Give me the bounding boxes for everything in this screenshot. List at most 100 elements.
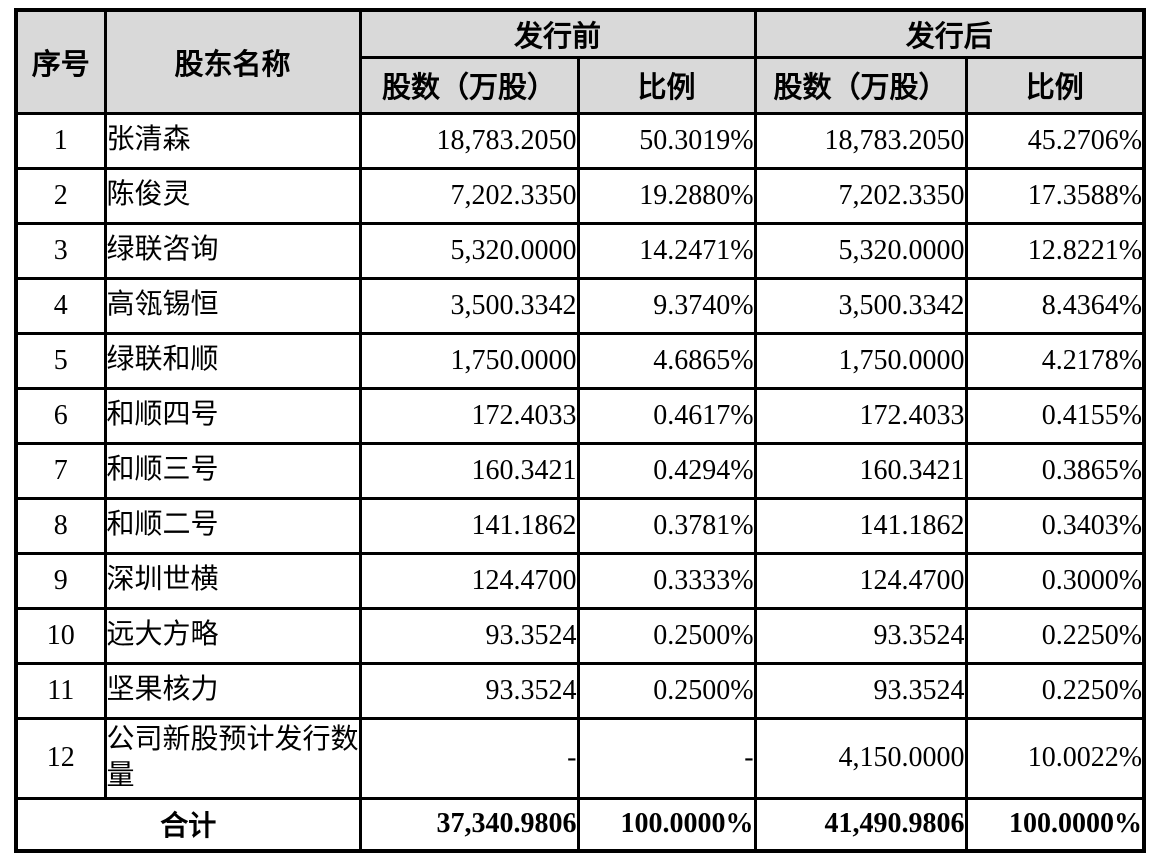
cell-post-shares: 5,320.0000 — [753, 221, 968, 280]
cell-post-shares: 3,500.3342 — [753, 276, 968, 335]
cell-pre-ratio: 14.2471% — [576, 221, 757, 280]
cell-no: 4 — [14, 276, 107, 335]
cell-no: 5 — [14, 331, 107, 390]
cell-post-shares: 18,783.2050 — [753, 111, 968, 170]
cell-pre-shares: 141.1862 — [358, 496, 580, 555]
table-total-row: 合计 37,340.9806 100.0000% 41,490.9806 100… — [14, 796, 1146, 853]
cell-pre-ratio: 0.4294% — [576, 441, 757, 500]
cell-post-shares: 7,202.3350 — [753, 166, 968, 225]
header-pre-shares: 股数（万股） — [358, 55, 580, 115]
cell-post-shares: 4,150.0000 — [753, 716, 968, 800]
cell-pre-shares: 5,320.0000 — [358, 221, 580, 280]
cell-no: 10 — [14, 606, 107, 665]
cell-post-ratio: 0.2250% — [964, 606, 1146, 665]
cell-no: 6 — [14, 386, 107, 445]
cell-pre-shares: 160.3421 — [358, 441, 580, 500]
cell-post-shares: 93.3524 — [753, 661, 968, 720]
cell-pre-shares: 1,750.0000 — [358, 331, 580, 390]
cell-post-ratio: 10.0022% — [964, 716, 1146, 800]
cell-pre-ratio: 0.3333% — [576, 551, 757, 610]
cell-post-ratio: 12.8221% — [964, 221, 1146, 280]
table-row: 12 公司新股预计发行数量 - - 4,150.0000 10.0022% — [14, 716, 1146, 800]
cell-pre-shares: 3,500.3342 — [358, 276, 580, 335]
table-row: 7 和顺三号 160.3421 0.4294% 160.3421 0.3865% — [14, 441, 1146, 500]
cell-post-shares: 160.3421 — [753, 441, 968, 500]
cell-post-ratio: 0.3403% — [964, 496, 1146, 555]
cell-no: 3 — [14, 221, 107, 280]
cell-post-ratio: 0.3000% — [964, 551, 1146, 610]
cell-pre-ratio: 9.3740% — [576, 276, 757, 335]
table-row: 2 陈俊灵 7,202.3350 19.2880% 7,202.3350 17.… — [14, 166, 1146, 225]
cell-shareholder-name: 绿联和顺 — [103, 331, 362, 390]
cell-post-ratio: 4.2178% — [964, 331, 1146, 390]
cell-no: 9 — [14, 551, 107, 610]
header-group-pre-issue: 发行前 — [358, 8, 757, 59]
table-body: 1 张清森 18,783.2050 50.3019% 18,783.2050 4… — [14, 111, 1146, 853]
cell-pre-ratio: 50.3019% — [576, 111, 757, 170]
cell-no: 12 — [14, 716, 107, 800]
table-row: 8 和顺二号 141.1862 0.3781% 141.1862 0.3403% — [14, 496, 1146, 555]
header-post-ratio: 比例 — [964, 55, 1146, 115]
cell-shareholder-name: 公司新股预计发行数量 — [103, 716, 362, 800]
cell-no: 8 — [14, 496, 107, 555]
cell-shareholder-name: 张清森 — [103, 111, 362, 170]
cell-pre-shares: - — [358, 716, 580, 800]
cell-total-post-shares: 41,490.9806 — [753, 796, 968, 853]
header-row-groups: 序号 股东名称 发行前 发行后 — [14, 8, 1146, 115]
table-header: 序号 股东名称 发行前 发行后 股数（万股） 比例 股数（万股） 比例 — [14, 8, 1146, 115]
cell-shareholder-name: 远大方略 — [103, 606, 362, 665]
cell-pre-ratio: 19.2880% — [576, 166, 757, 225]
cell-pre-shares: 124.4700 — [358, 551, 580, 610]
cell-pre-ratio: 0.3781% — [576, 496, 757, 555]
header-pre-ratio: 比例 — [576, 55, 757, 115]
cell-post-shares: 141.1862 — [753, 496, 968, 555]
cell-shareholder-name: 陈俊灵 — [103, 166, 362, 225]
shareholding-table: 序号 股东名称 发行前 发行后 股数（万股） 比例 股数（万股） 比例 1 张清… — [14, 8, 1147, 853]
cell-post-shares: 1,750.0000 — [753, 331, 968, 390]
cell-no: 2 — [14, 166, 107, 225]
cell-pre-ratio: 4.6865% — [576, 331, 757, 390]
header-col-no: 序号 — [14, 8, 107, 115]
cell-no: 7 — [14, 441, 107, 500]
header-row-subcolumns: 股数（万股） 比例 股数（万股） 比例 — [16, 55, 1146, 115]
cell-shareholder-name: 和顺三号 — [103, 441, 362, 500]
table-row: 10 远大方略 93.3524 0.2500% 93.3524 0.2250% — [14, 606, 1146, 665]
header-col-shareholder-name: 股东名称 — [103, 8, 362, 115]
cell-total-pre-ratio: 100.0000% — [576, 796, 757, 853]
table-row: 4 高瓴锡恒 3,500.3342 9.3740% 3,500.3342 8.4… — [14, 276, 1146, 335]
cell-shareholder-name: 深圳世横 — [103, 551, 362, 610]
table-row: 1 张清森 18,783.2050 50.3019% 18,783.2050 4… — [14, 111, 1146, 170]
header-post-shares: 股数（万股） — [753, 55, 968, 115]
cell-shareholder-name: 坚果核力 — [103, 661, 362, 720]
table-row: 3 绿联咨询 5,320.0000 14.2471% 5,320.0000 12… — [14, 221, 1146, 280]
cell-pre-shares: 93.3524 — [358, 606, 580, 665]
cell-total-label: 合计 — [14, 796, 362, 853]
cell-pre-shares: 172.4033 — [358, 386, 580, 445]
cell-no: 11 — [14, 661, 107, 720]
cell-shareholder-name: 绿联咨询 — [103, 221, 362, 280]
cell-total-pre-shares: 37,340.9806 — [358, 796, 580, 853]
cell-pre-shares: 18,783.2050 — [358, 111, 580, 170]
cell-post-ratio: 0.4155% — [964, 386, 1146, 445]
cell-shareholder-name: 高瓴锡恒 — [103, 276, 362, 335]
cell-post-shares: 124.4700 — [753, 551, 968, 610]
cell-no: 1 — [14, 111, 107, 170]
cell-shareholder-name: 和顺四号 — [103, 386, 362, 445]
cell-post-ratio: 0.2250% — [964, 661, 1146, 720]
cell-total-post-ratio: 100.0000% — [964, 796, 1146, 853]
table-row: 9 深圳世横 124.4700 0.3333% 124.4700 0.3000% — [14, 551, 1146, 610]
cell-post-ratio: 17.3588% — [964, 166, 1146, 225]
table-row: 5 绿联和顺 1,750.0000 4.6865% 1,750.0000 4.2… — [14, 331, 1146, 390]
cell-post-ratio: 8.4364% — [964, 276, 1146, 335]
cell-pre-ratio: 0.2500% — [576, 606, 757, 665]
cell-pre-shares: 7,202.3350 — [358, 166, 580, 225]
cell-post-shares: 93.3524 — [753, 606, 968, 665]
cell-pre-ratio: 0.4617% — [576, 386, 757, 445]
cell-pre-ratio: 0.2500% — [576, 661, 757, 720]
cell-pre-ratio: - — [576, 716, 757, 800]
table-row: 6 和顺四号 172.4033 0.4617% 172.4033 0.4155% — [14, 386, 1146, 445]
table-row: 11 坚果核力 93.3524 0.2500% 93.3524 0.2250% — [14, 661, 1146, 720]
cell-post-ratio: 45.2706% — [964, 111, 1146, 170]
cell-pre-shares: 93.3524 — [358, 661, 580, 720]
cell-post-shares: 172.4033 — [753, 386, 968, 445]
